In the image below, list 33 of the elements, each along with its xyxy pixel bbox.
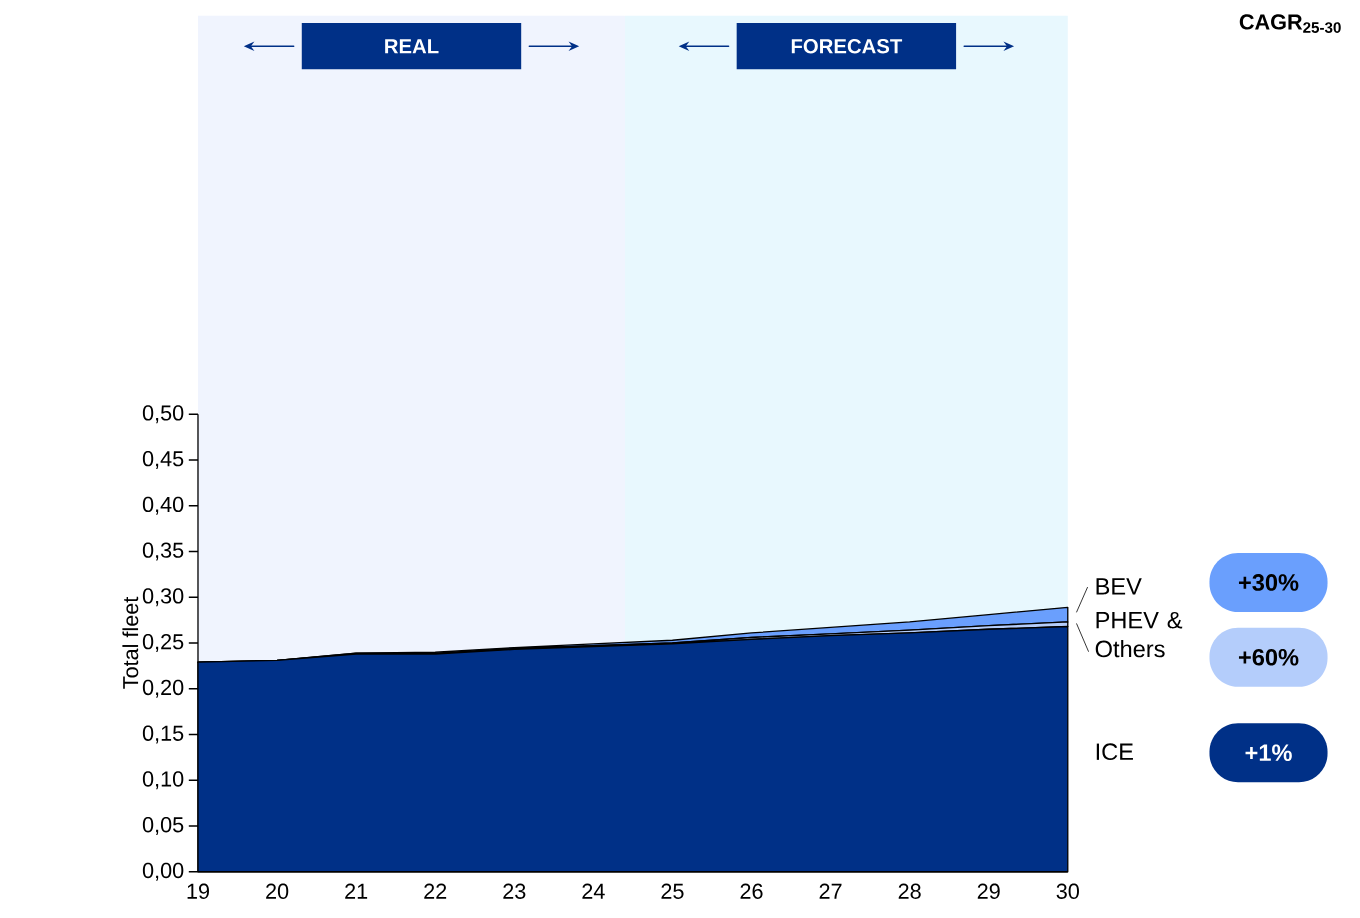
text: +1%: [1245, 744, 1292, 762]
x-tick-label: 24: [582, 883, 605, 899]
band-label: FORECAST: [791, 39, 903, 54]
x-tick-label: 26: [740, 883, 763, 899]
band-label: REAL: [385, 39, 439, 54]
y-axis-title: Total fleet: [122, 596, 139, 689]
y-tick-label: 0,35: [142, 542, 184, 561]
y-tick-label: 0,40: [142, 496, 184, 515]
text: CAGR$_{25-30}$: [1239, 14, 1341, 33]
legend-label: PHEV & Others: [1095, 611, 1183, 658]
y-tick-label: 0,00: [142, 862, 184, 881]
legend-label: BEV: [1096, 578, 1142, 595]
text: +60%: [1238, 648, 1299, 666]
x-tick-label: 30: [1056, 883, 1079, 899]
x-tick-label: 21: [345, 883, 368, 899]
x-tick-label: 27: [819, 883, 842, 899]
series-label: ICE: [1096, 743, 1133, 761]
text: +30%: [1238, 574, 1299, 591]
y-tick-label: 0,50: [142, 405, 184, 424]
x-tick-label: 19: [187, 883, 209, 899]
x-tick-label: 25: [661, 883, 684, 899]
y-tick-label: 0,05: [142, 817, 184, 835]
y-tick-label: 0,20: [142, 679, 184, 698]
x-tick-label: 20: [266, 883, 289, 899]
x-tick-label: 22: [424, 883, 447, 899]
y-tick-label: 0,30: [142, 588, 184, 607]
x-tick-label: 23: [503, 883, 526, 899]
x-tick-label: 28: [898, 883, 921, 899]
y-tick-label: 0,25: [142, 634, 184, 652]
y-tick-label: 0,10: [142, 771, 184, 790]
y-tick-label: 0,15: [142, 725, 184, 744]
x-tick-label: 29: [977, 883, 1000, 899]
y-tick-label: 0,45: [142, 451, 184, 469]
